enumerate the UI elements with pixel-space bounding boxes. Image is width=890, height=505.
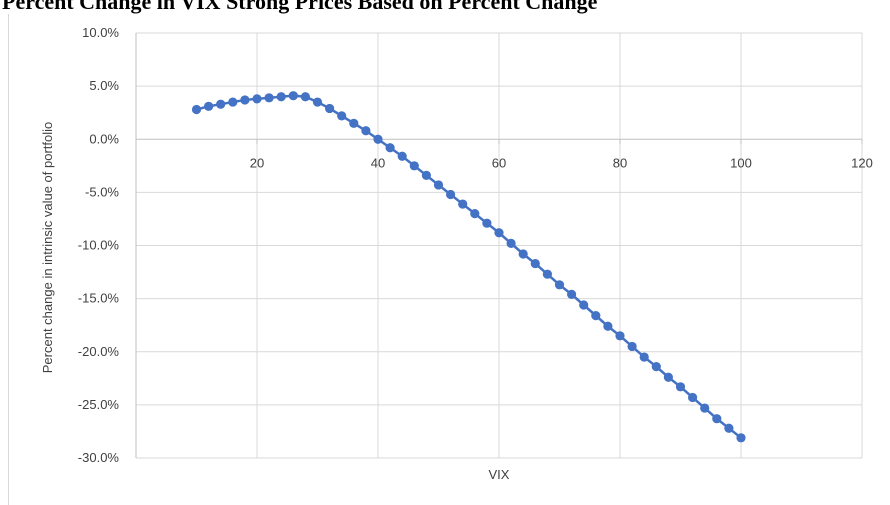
data-point bbox=[591, 311, 601, 321]
y-tick-label: -5.0% bbox=[85, 184, 119, 199]
data-point bbox=[288, 91, 298, 101]
data-point bbox=[349, 118, 359, 128]
data-point bbox=[615, 331, 625, 341]
x-tick-label: 40 bbox=[371, 155, 385, 170]
data-point bbox=[240, 95, 250, 105]
series-points bbox=[191, 91, 746, 443]
data-point bbox=[639, 352, 649, 362]
data-point bbox=[530, 258, 540, 269]
data-point bbox=[421, 170, 431, 180]
data-point bbox=[675, 382, 686, 392]
x-tick-label: 20 bbox=[250, 155, 264, 170]
data-point bbox=[554, 280, 565, 290]
data-point bbox=[603, 321, 613, 331]
x-tick-label: 120 bbox=[851, 155, 873, 170]
data-point bbox=[579, 300, 589, 310]
y-tick-label: -25.0% bbox=[78, 397, 120, 412]
data-point bbox=[494, 228, 504, 238]
data-point bbox=[470, 209, 480, 219]
x-axis-title: VIX bbox=[489, 467, 510, 482]
chart-title: Percent Change in VIX Strong Prices Base… bbox=[2, 0, 598, 14]
data-point bbox=[252, 94, 262, 104]
data-point bbox=[312, 97, 323, 107]
y-tick-label: 0.0% bbox=[89, 131, 119, 146]
y-tick-labels: 10.0% 5.0% 0.0% -5.0% -10.0% -15.0% -20.0% -25.… bbox=[78, 25, 120, 465]
data-point bbox=[663, 372, 674, 382]
x-tick-label: 80 bbox=[613, 155, 627, 170]
data-point bbox=[627, 341, 637, 352]
data-point bbox=[216, 99, 226, 109]
data-point bbox=[542, 269, 553, 279]
data-point bbox=[361, 126, 371, 136]
data-point bbox=[264, 93, 274, 103]
y-tick-label: 5.0% bbox=[89, 78, 119, 93]
data-point bbox=[385, 143, 395, 153]
data-point bbox=[482, 218, 492, 228]
data-point bbox=[651, 362, 661, 372]
y-tick-label: -10.0% bbox=[78, 238, 120, 253]
x-tick-label: 100 bbox=[730, 155, 752, 170]
data-point bbox=[736, 433, 746, 443]
axes bbox=[135, 33, 863, 458]
data-point bbox=[228, 97, 238, 107]
data-point bbox=[276, 92, 286, 102]
data-point bbox=[446, 189, 456, 200]
data-point bbox=[300, 92, 310, 102]
data-point bbox=[700, 403, 710, 413]
data-point bbox=[373, 134, 383, 144]
data-point bbox=[337, 111, 347, 121]
data-point bbox=[409, 161, 419, 171]
data-point bbox=[518, 249, 528, 259]
data-point bbox=[458, 199, 468, 209]
x-tick-labels: 20 40 60 80 100 120 bbox=[250, 155, 873, 170]
data-point bbox=[567, 289, 577, 299]
data-point bbox=[397, 151, 407, 161]
data-point bbox=[191, 104, 202, 115]
data-point bbox=[433, 180, 444, 190]
y-axis-title: Percent change in intrinsic value of por… bbox=[40, 122, 55, 373]
data-point bbox=[712, 414, 722, 424]
gridlines bbox=[136, 32, 863, 459]
data-point bbox=[724, 423, 734, 433]
y-tick-label: -20.0% bbox=[78, 344, 120, 359]
y-tick-label: -15.0% bbox=[78, 291, 120, 306]
y-tick-label: 10.0% bbox=[82, 25, 119, 40]
data-point bbox=[204, 101, 214, 111]
data-point bbox=[688, 392, 698, 403]
y-tick-label: -30.0% bbox=[78, 450, 120, 465]
series-line bbox=[196, 94, 742, 439]
data-point bbox=[506, 238, 516, 248]
frame-divider bbox=[8, 14, 9, 505]
x-tick-label: 60 bbox=[492, 155, 506, 170]
data-point bbox=[325, 103, 335, 114]
